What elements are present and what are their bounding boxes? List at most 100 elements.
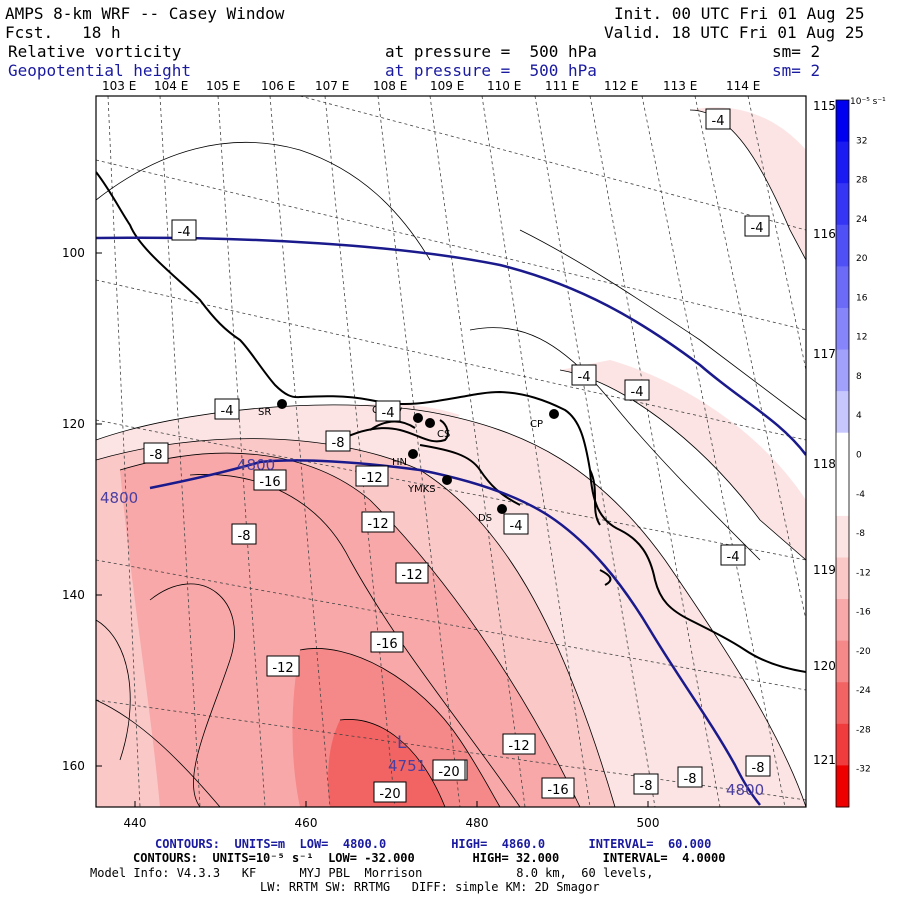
colorbar-swatch <box>836 224 849 267</box>
vorticity-label: -4 <box>503 513 529 535</box>
vorticity-label: -8 <box>633 773 659 795</box>
top-lon-label: 112 E <box>604 79 638 93</box>
vorticity-label: -8 <box>143 442 169 464</box>
vorticity-label: -16 <box>370 631 404 653</box>
field2-smoothing: sm= 2 <box>772 61 821 80</box>
colorbar-label: 4 <box>856 411 862 421</box>
vorticity-label-text: -16 <box>376 637 397 652</box>
vorticity-label-text: -4 <box>578 370 591 385</box>
y-tick-label: 120 <box>62 417 85 431</box>
vorticity-label: -12 <box>502 733 536 755</box>
footer-vorticity-contours: CONTOURS: UNITS=10⁻⁵ s⁻¹ LOW= -32.000 HI… <box>133 851 726 865</box>
graticule <box>96 96 806 807</box>
colorbar-swatch <box>836 682 849 725</box>
vorticity-label-text: -20 <box>379 787 400 802</box>
colorbar-swatch <box>836 432 849 475</box>
station-label-sr: SR <box>258 407 271 418</box>
vorticity-label-text: -4 <box>727 550 740 565</box>
x-tick-label: 500 <box>637 816 660 830</box>
vorticity-label-text: -12 <box>367 517 388 532</box>
vorticity-contour-labels: -4 -4 -4 -4 -4 -4 -4 -4 -4 -8 -8 -8 -8 -8 -8 -12 -12 -12 -… <box>143 108 771 803</box>
axis-tick-labels: 100 120 140 160 440 460 480 500 <box>62 246 659 830</box>
station-label-hn: HN <box>392 457 407 468</box>
vorticity-label-text: -4 <box>751 221 764 236</box>
x-tick-label: 460 <box>295 816 318 830</box>
vorticity-label-text: -12 <box>508 739 529 754</box>
colorbar-label: -16 <box>856 608 871 618</box>
colorbar-swatch <box>836 515 849 558</box>
vorticity-label-text: -8 <box>332 436 345 451</box>
top-lon-label: 111 E <box>545 79 579 93</box>
min-height-label: 4751 <box>388 757 426 775</box>
vorticity-label: -12 <box>355 465 389 487</box>
colorbar-swatch <box>836 307 849 351</box>
vorticity-label-text: -4 <box>178 225 191 240</box>
colorbar-label: -4 <box>856 490 865 500</box>
station-label-ds: DS <box>478 513 492 524</box>
vorticity-label-text: -8 <box>684 772 697 787</box>
vorticity-label: -4 <box>375 400 401 422</box>
height-contour-labels: 4800 4800 4800 L 4751 <box>100 456 764 799</box>
vorticity-label-text: -20 <box>438 765 459 780</box>
colorbar-label: 20 <box>856 254 868 264</box>
colorbar-label: 8 <box>856 372 862 382</box>
y-tick-label: 100 <box>62 246 85 260</box>
colorbar-label: 24 <box>856 215 868 225</box>
vorticity-label: -4 <box>214 398 240 420</box>
top-lon-label: 110 E <box>487 79 521 93</box>
station-markers <box>277 399 559 514</box>
field2-level: at pressure = 500 hPa <box>385 61 597 80</box>
footer-height-contours: CONTOURS: UNITS=m LOW= 4800.0 HIGH= 4860… <box>155 837 712 851</box>
top-lon-label: 109 E <box>430 79 464 93</box>
vorticity-label: -12 <box>395 562 429 584</box>
forecast-hour: Fcst. 18 h <box>5 23 121 42</box>
vorticity-label-text: -4 <box>510 519 523 534</box>
top-lon-label: 114 E <box>726 79 760 93</box>
low-center-label: L <box>397 733 407 753</box>
top-lon-label: 108 E <box>373 79 407 93</box>
vorticity-contours <box>96 109 806 807</box>
vorticity-label: -12 <box>266 655 300 677</box>
top-lon-label: 103 E <box>102 79 136 93</box>
vorticity-label-text: -8 <box>150 448 163 463</box>
vorticity-label: -16 <box>253 469 287 491</box>
station-label-ymks: YMKS <box>407 484 436 495</box>
vorticity-label-text: -4 <box>631 385 644 400</box>
vorticity-label-text: -16 <box>259 475 280 490</box>
vorticity-label: -4 <box>705 108 731 130</box>
colorbar-swatch <box>836 100 849 143</box>
field1-smoothing: sm= 2 <box>772 42 821 61</box>
vorticity-label: -4 <box>571 364 597 386</box>
vorticity-label: -8 <box>325 430 351 452</box>
field1-name: Relative vorticity <box>8 42 182 61</box>
vorticity-label: -8 <box>677 766 703 788</box>
vorticity-label-text: -12 <box>401 568 422 583</box>
colorbar-label: -24 <box>856 686 871 696</box>
vorticity-label: -4 <box>720 544 746 566</box>
colorbar-swatch <box>836 474 849 517</box>
vorticity-label: -20 <box>373 781 407 803</box>
top-lon-label: 107 E <box>315 79 349 93</box>
colorbar-swatch <box>836 640 849 683</box>
vorticity-label-text: -12 <box>361 471 382 486</box>
height-label: 4800 <box>726 781 764 799</box>
colorbar-swatch <box>836 349 849 392</box>
colorbar-swatch <box>836 765 849 808</box>
vorticity-label-text: -4 <box>221 404 234 419</box>
app-title: AMPS 8-km WRF -- Casey Window <box>5 4 285 23</box>
colorbar-label: -20 <box>856 647 871 657</box>
colorbar-swatch <box>836 266 849 309</box>
colorbar-swatch <box>836 391 849 434</box>
colorbar-label: 0 <box>856 451 862 461</box>
footer-model-info: Model Info: V4.3.3 KF MYJ PBL Morrison 8… <box>90 866 654 880</box>
x-tick-label: 480 <box>466 816 489 830</box>
colorbar-label: 16 <box>856 293 868 303</box>
vorticity-label: -4 <box>624 379 650 401</box>
vorticity-label: -16 <box>541 777 575 799</box>
colorbar-swatch <box>836 557 849 600</box>
height-label: 4800 <box>237 456 275 474</box>
colorbar-label: 28 <box>856 176 868 186</box>
vorticity-label: -8 <box>745 755 771 777</box>
colorbar-label: -32 <box>856 765 871 775</box>
